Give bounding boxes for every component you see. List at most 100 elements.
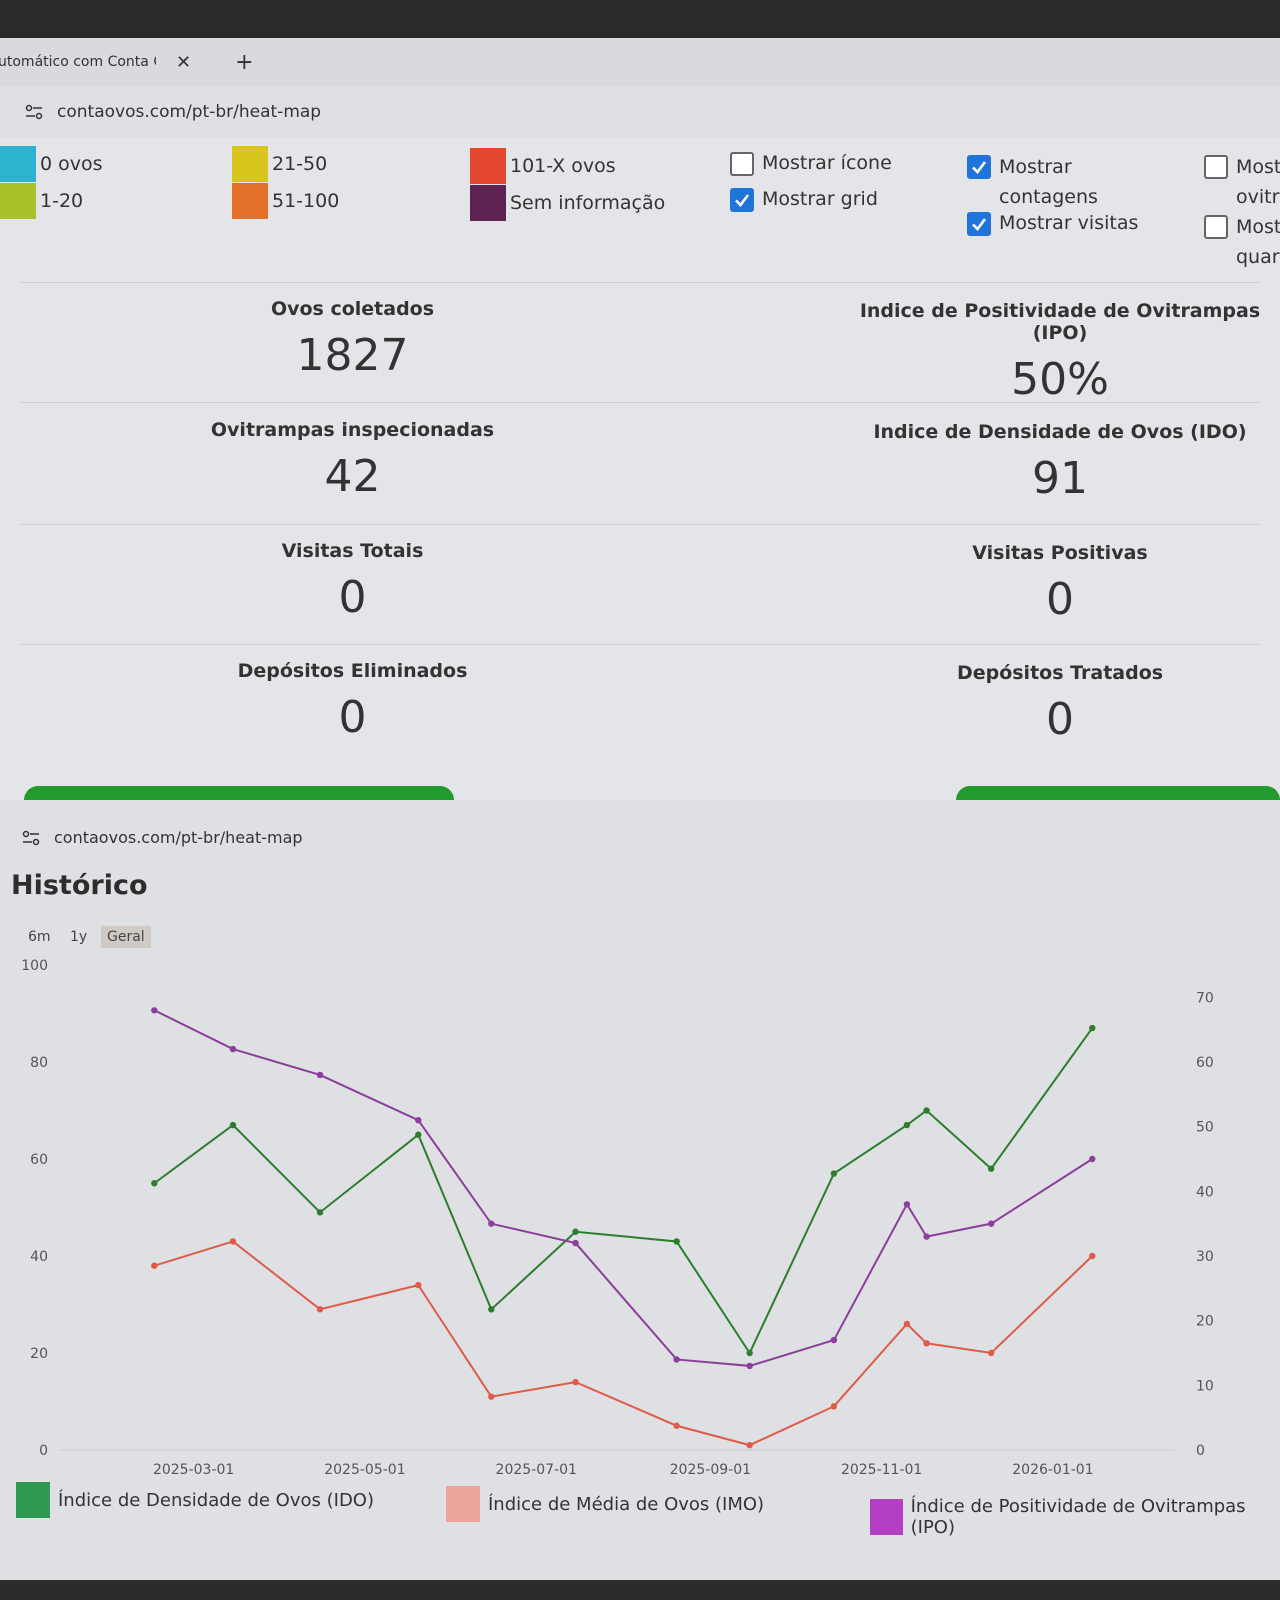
y-left-tick-label: 20 <box>30 1346 48 1362</box>
legend-swatch <box>0 146 36 182</box>
y-right-tick-label: 60 <box>1196 1055 1214 1071</box>
data-point-ido <box>229 1121 237 1129</box>
action-button-right[interactable] <box>956 786 1280 800</box>
stat-depositos-eliminados: Depósitos Eliminados 0 <box>150 660 555 743</box>
stat-value: 0 <box>338 572 367 623</box>
data-point-imo <box>151 1262 158 1269</box>
checkbox-mostrar-icone[interactable]: Mostrar ícone <box>730 152 892 176</box>
legend-label: Índice de Média de Ovos (IMO) <box>488 1493 765 1515</box>
browser-tab[interactable]: utomático com Conta C ✕ <box>0 38 205 86</box>
data-point-ipo <box>1089 1155 1096 1163</box>
data-point-imo <box>488 1393 495 1400</box>
divider <box>20 524 1260 525</box>
checkbox-mostrar-quarteiroes[interactable]: Most quart <box>1204 212 1280 272</box>
action-button-left[interactable] <box>24 786 454 800</box>
data-point-imo <box>572 1378 579 1386</box>
os-top-bar <box>0 0 1280 38</box>
stat-depositos-tratados: Depósitos Tratados 0 <box>840 662 1280 745</box>
legend-swatch <box>232 183 268 219</box>
site-settings-icon[interactable] <box>25 104 43 120</box>
data-point-ipo <box>673 1356 680 1363</box>
divider <box>20 282 1260 283</box>
legend-imo[interactable]: Índice de Média de Ovos (IMO) <box>446 1486 764 1522</box>
checkmark-icon[interactable] <box>730 188 754 212</box>
checkmark-icon[interactable] <box>967 155 991 179</box>
y-right-tick-label: 50 <box>1196 1120 1214 1136</box>
legend-item-1-20: 1-20 <box>0 183 83 219</box>
os-bottom-bar <box>0 1580 1280 1600</box>
checkmark-icon[interactable] <box>967 212 991 236</box>
range-6m-button[interactable]: 6m <box>28 929 51 945</box>
legend-item-51-100: 51-100 <box>232 183 339 219</box>
x-tick-label: 2025-05-01 <box>324 1462 405 1478</box>
legend-ipo[interactable]: Índice de Positividade de Ovitrampas (IP… <box>870 1496 1280 1538</box>
checkbox-box[interactable] <box>1204 155 1228 179</box>
data-point-imo <box>229 1238 237 1245</box>
data-point-ipo <box>572 1239 579 1247</box>
legend-label: Índice de Positividade de Ovitrampas (IP… <box>910 1496 1246 1538</box>
legend-swatch <box>0 183 36 219</box>
data-point-ipo <box>903 1201 911 1208</box>
url-text[interactable]: contaovos.com/pt-br/heat-map <box>54 828 303 847</box>
checkbox-label: Mostrar grid <box>762 188 878 210</box>
legend-label: Sem informação <box>510 192 666 214</box>
y-right-tick-label: 20 <box>1196 1314 1214 1330</box>
x-tick-label: 2025-09-01 <box>670 1462 751 1478</box>
data-point-ido <box>673 1238 680 1245</box>
data-point-imo <box>830 1403 838 1410</box>
stat-label: Visitas Positivas <box>972 542 1148 564</box>
new-tab-icon[interactable]: + <box>235 49 254 75</box>
stat-value: 42 <box>324 451 381 502</box>
range-1y-button[interactable]: 1y <box>70 929 88 945</box>
checkbox-mostrar-visitas[interactable]: Mostrar visitas <box>967 212 1138 236</box>
data-point-imo <box>673 1422 680 1429</box>
legend-label: 0 ovos <box>40 153 103 175</box>
stat-ipo: Indice de Positividade de Ovitrampas (IP… <box>840 300 1280 405</box>
data-point-ido <box>572 1228 579 1235</box>
data-point-ipo <box>830 1336 838 1344</box>
data-point-ido <box>415 1131 422 1138</box>
data-point-imo <box>903 1320 911 1328</box>
checkbox-mostrar-ovitrampas[interactable]: Most ovitra <box>1204 152 1280 212</box>
stat-value: 0 <box>1046 694 1074 745</box>
data-point-ido <box>1089 1024 1096 1032</box>
data-point-ido <box>923 1107 930 1114</box>
y-right-tick-label: 10 <box>1196 1378 1214 1394</box>
browser-tab-strip: utomático com Conta C ✕ + <box>0 38 1280 86</box>
data-point-ido <box>903 1121 911 1129</box>
legend-label: 51-100 <box>272 190 340 212</box>
checkbox-mostrar-contagens[interactable]: Mostrar contagens <box>967 152 1098 212</box>
site-settings-icon[interactable] <box>22 830 40 846</box>
stat-ovitrampas-inspecionadas: Ovitrampas inspecionadas 42 <box>150 419 555 502</box>
data-point-imo <box>1089 1252 1096 1260</box>
checkbox-label: Mostrar ícone <box>762 152 892 174</box>
legend-swatch <box>232 146 268 182</box>
x-tick-label: 2026-01-01 <box>1012 1462 1093 1478</box>
checkbox-label: Most quart <box>1236 216 1280 268</box>
data-point-ido <box>151 1180 158 1187</box>
stat-label: Depósitos Tratados <box>956 662 1164 684</box>
divider <box>20 402 1260 403</box>
checkbox-box[interactable] <box>1204 215 1228 239</box>
y-left-tick-label: 60 <box>30 1152 48 1168</box>
data-point-ido <box>746 1349 753 1357</box>
checkbox-box[interactable] <box>730 152 754 176</box>
checkbox-label: Most ovitra <box>1236 156 1280 208</box>
stat-value: 1827 <box>296 330 409 381</box>
legend-swatch <box>470 185 506 221</box>
legend-label: 21-50 <box>272 153 328 175</box>
address-bar[interactable]: contaovos.com/pt-br/heat-map <box>22 828 303 847</box>
url-text[interactable]: contaovos.com/pt-br/heat-map <box>57 102 322 122</box>
stat-label: Indice de Positividade de Ovitrampas (IP… <box>859 300 1261 344</box>
range-geral-button[interactable]: Geral <box>101 926 151 948</box>
series-line-ido <box>153 1027 1094 1356</box>
y-left-tick-label: 80 <box>30 1055 48 1071</box>
checkbox-label: Mostrar visitas <box>999 212 1139 234</box>
legend-ido[interactable]: Índice de Densidade de Ovos (IDO) <box>16 1482 374 1518</box>
legend-label: 101-X ovos <box>510 155 616 177</box>
series-line-imo <box>154 1240 1093 1447</box>
divider <box>20 644 1260 645</box>
checkbox-mostrar-grid[interactable]: Mostrar grid <box>730 188 878 212</box>
address-bar[interactable]: contaovos.com/pt-br/heat-map <box>0 86 1280 138</box>
close-icon[interactable]: ✕ <box>176 51 192 73</box>
